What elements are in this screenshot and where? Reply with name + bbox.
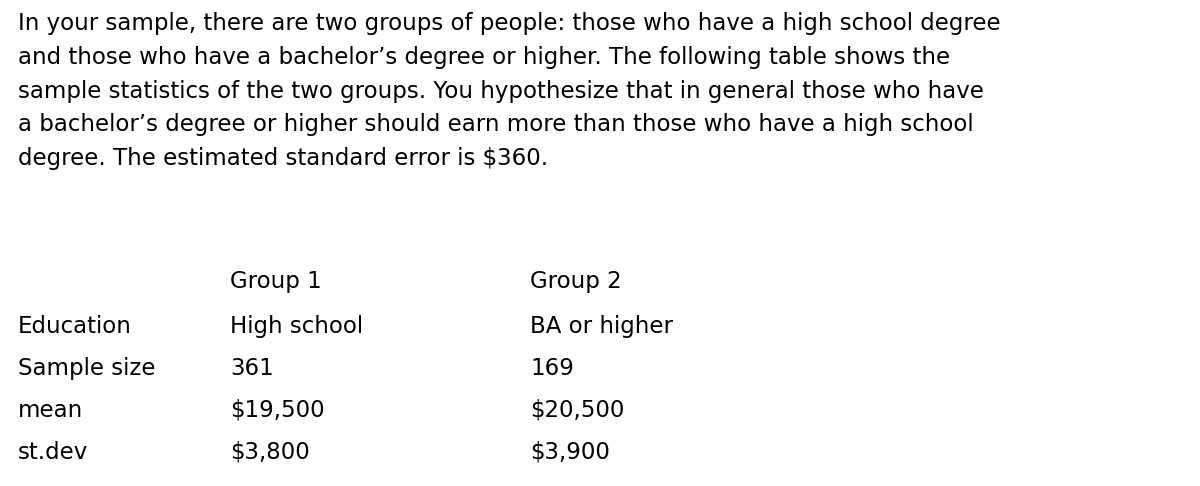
Text: In your sample, there are two groups of people: those who have a high school deg: In your sample, there are two groups of … xyxy=(18,12,1001,170)
Text: High school: High school xyxy=(230,315,364,338)
Text: Sample size: Sample size xyxy=(18,357,156,380)
Text: $3,800: $3,800 xyxy=(230,441,310,464)
Text: Group 1: Group 1 xyxy=(230,270,322,293)
Text: $3,900: $3,900 xyxy=(530,441,610,464)
Text: Group 2: Group 2 xyxy=(530,270,622,293)
Text: 361: 361 xyxy=(230,357,274,380)
Text: BA or higher: BA or higher xyxy=(530,315,673,338)
Text: Education: Education xyxy=(18,315,132,338)
Text: $19,500: $19,500 xyxy=(230,399,325,422)
Text: st.dev: st.dev xyxy=(18,441,89,464)
Text: mean: mean xyxy=(18,399,83,422)
Text: 169: 169 xyxy=(530,357,574,380)
Text: $20,500: $20,500 xyxy=(530,399,624,422)
